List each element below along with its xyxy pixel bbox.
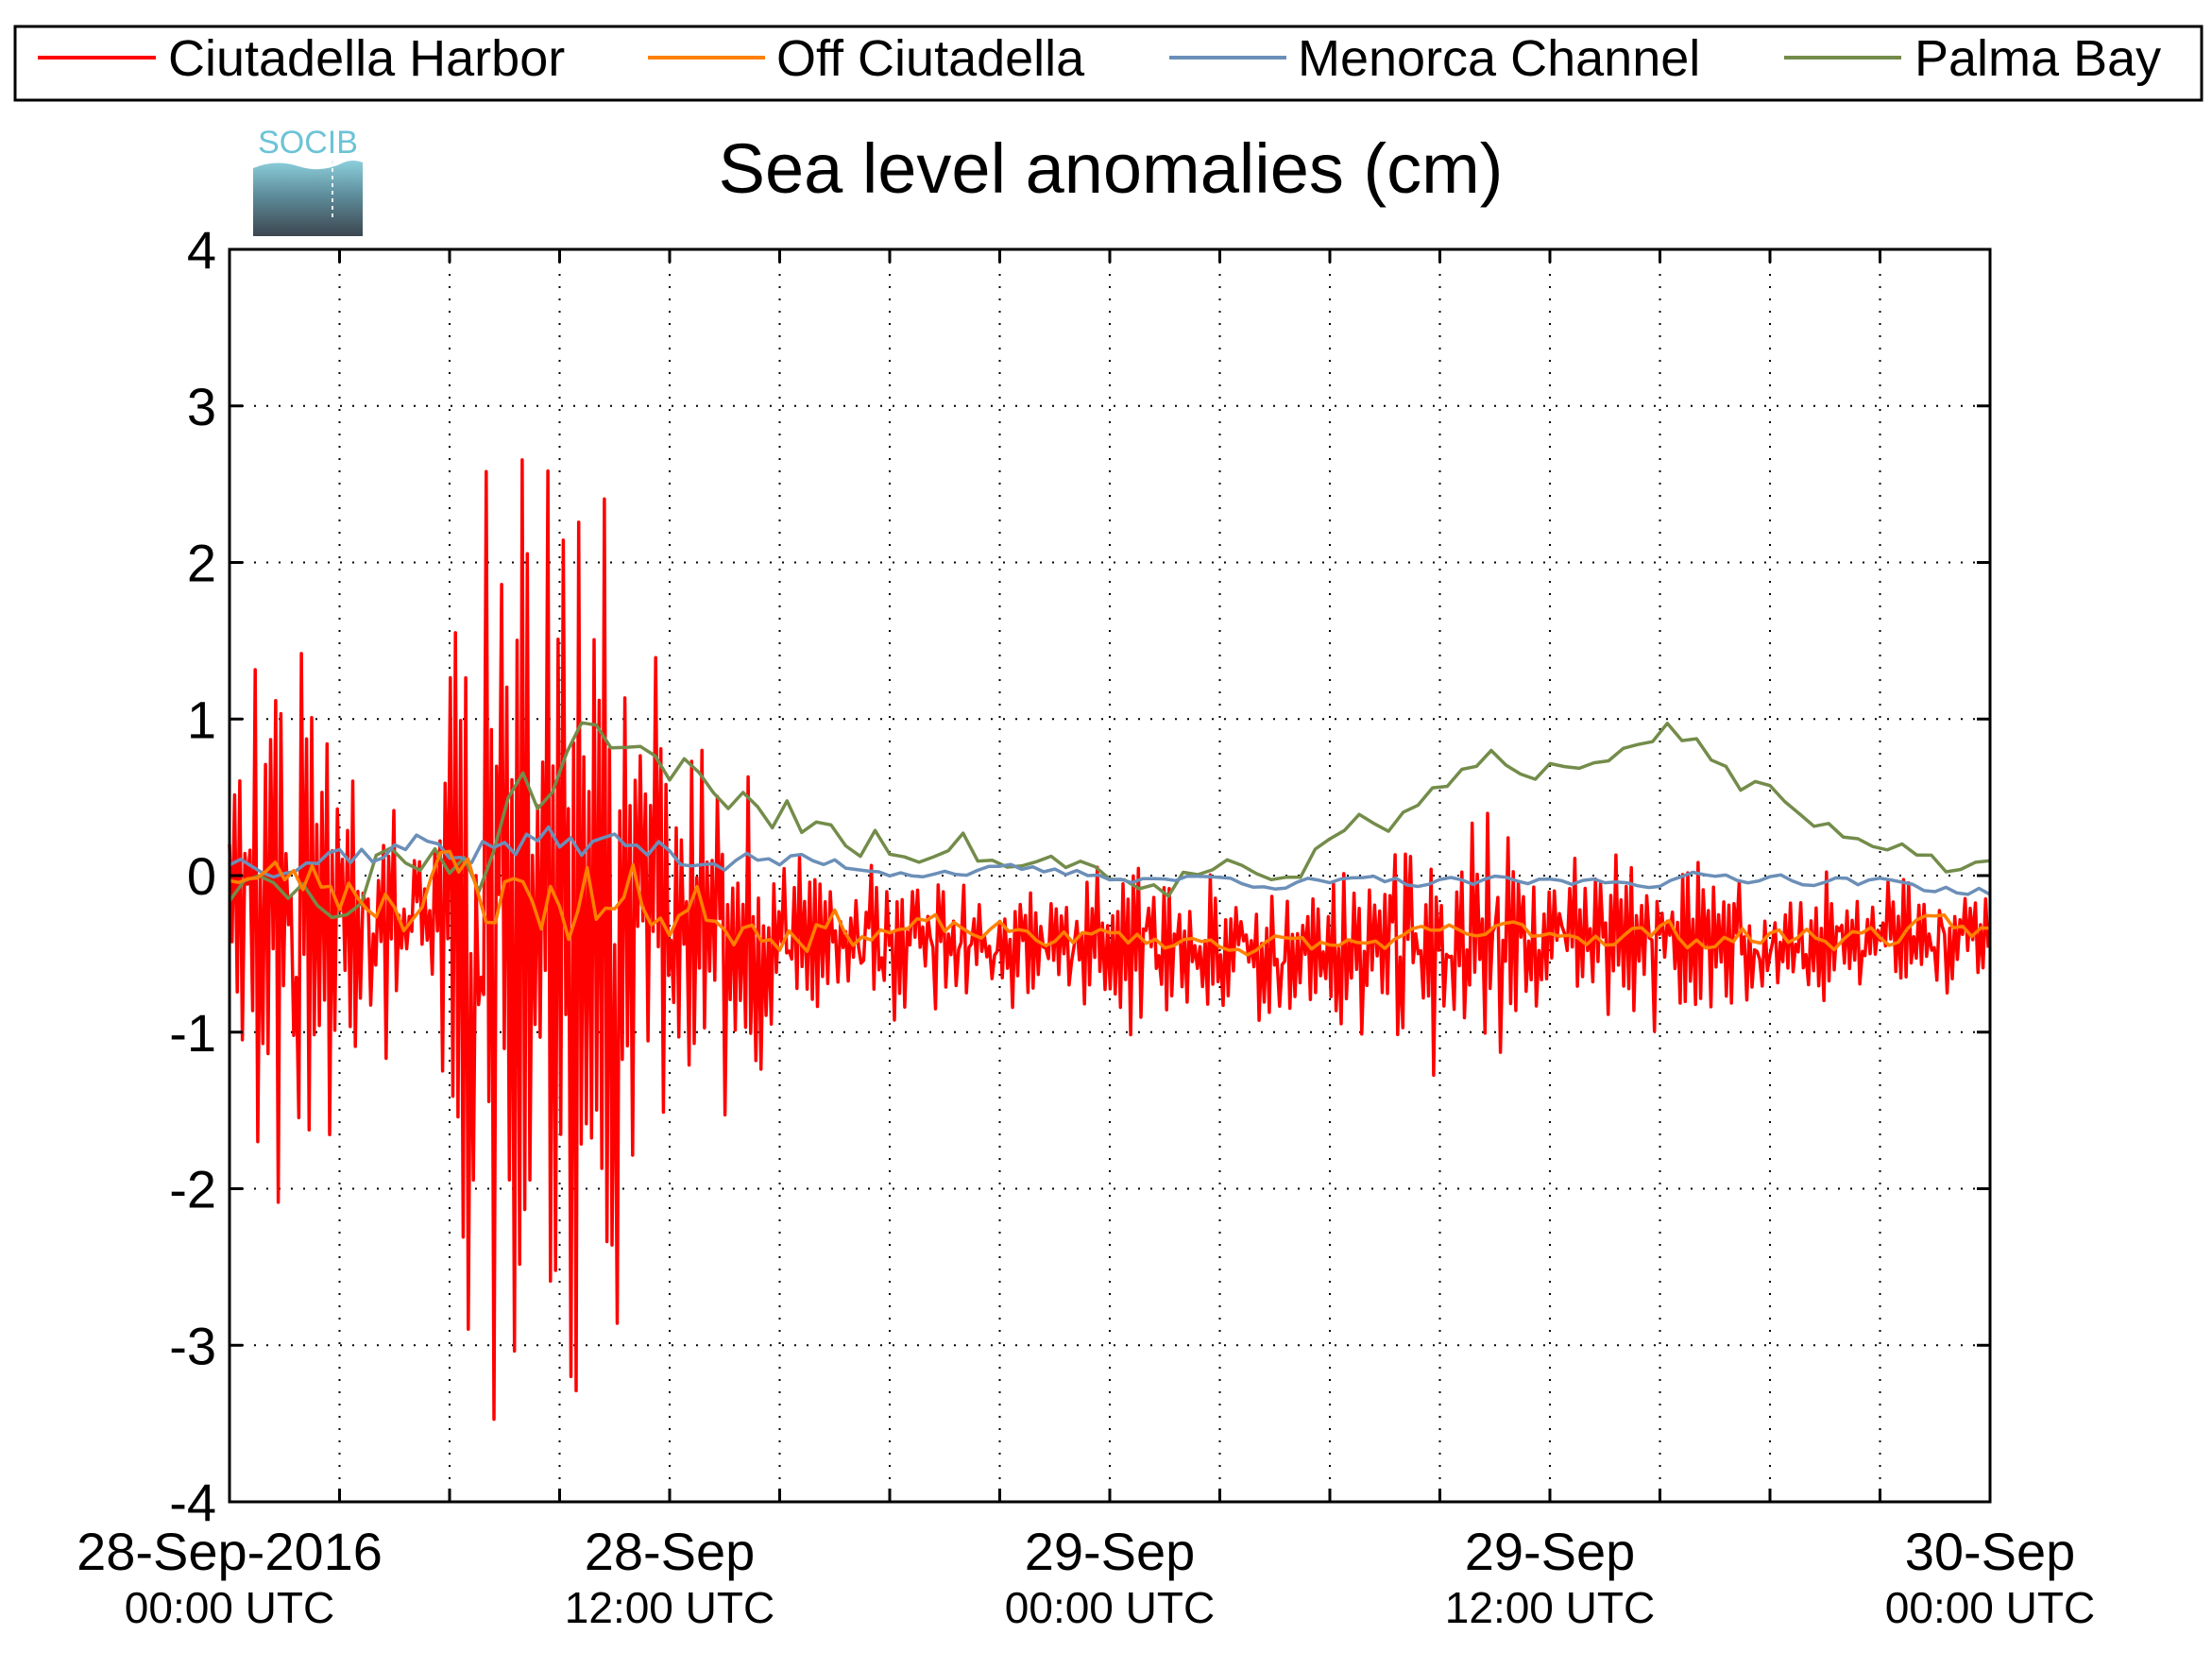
x-tick-label-date: 29-Sep [1465,1522,1636,1581]
y-tick-label: -4 [169,1473,216,1532]
legend-item-palma-bay: Palma Bay [1784,30,2161,87]
legend-label-ciutadella-harbor: Ciutadella Harbor [168,30,565,87]
x-tick-label-date: 28-Sep [585,1522,756,1581]
x-tick-label-time: 00:00 UTC [1005,1583,1215,1632]
y-tick-label: 3 [187,377,216,436]
x-tick-label-time: 12:00 UTC [1445,1583,1655,1632]
y-tick-label: -1 [169,1003,216,1063]
y-axis: 4 3 2 1 0 -1 -2 -3 -4 [169,220,1990,1532]
chart-title: Sea level anomalies (cm) [719,129,1504,208]
legend-item-off-ciutadella: Off Ciutadella [648,30,1085,87]
legend: Ciutadella Harbor Off Ciutadella Menorca… [13,25,2203,102]
series-line-off-ciutadella [229,849,1991,957]
socib-logo: SOCIB [253,125,363,236]
plot-area [228,247,1992,1504]
series-line-menorca-channel [229,825,1991,896]
x-tick-label-time: 00:00 UTC [125,1583,334,1632]
x-tick-label-date: 28-Sep-2016 [77,1522,383,1581]
legend-box [13,25,2203,102]
x-tick-label-date: 30-Sep [1905,1522,2076,1581]
logo-wave-shape [253,161,363,236]
x-tick-label-time: 12:00 UTC [565,1583,774,1632]
legend-item-ciutadella-harbor: Ciutadella Harbor [38,30,565,87]
legend-label-palma-bay: Palma Bay [1914,30,2161,87]
x-tick-label-time: 00:00 UTC [1885,1583,2095,1632]
y-tick-label: 4 [187,220,216,280]
y-tick-label: 2 [187,534,216,593]
legend-item-menorca-channel: Menorca Channel [1169,30,1700,87]
y-tick-label: -2 [169,1160,216,1219]
y-tick-label: 0 [187,846,216,906]
legend-label-menorca-channel: Menorca Channel [1298,30,1700,87]
logo-text: SOCIB [258,125,358,161]
y-tick-label: -3 [169,1316,216,1375]
x-tick-label-date: 29-Sep [1025,1522,1196,1581]
legend-label-off-ciutadella: Off Ciutadella [776,30,1085,87]
series-line-ciutadella-harbor [228,458,1990,1422]
y-tick-label: 1 [187,690,216,749]
